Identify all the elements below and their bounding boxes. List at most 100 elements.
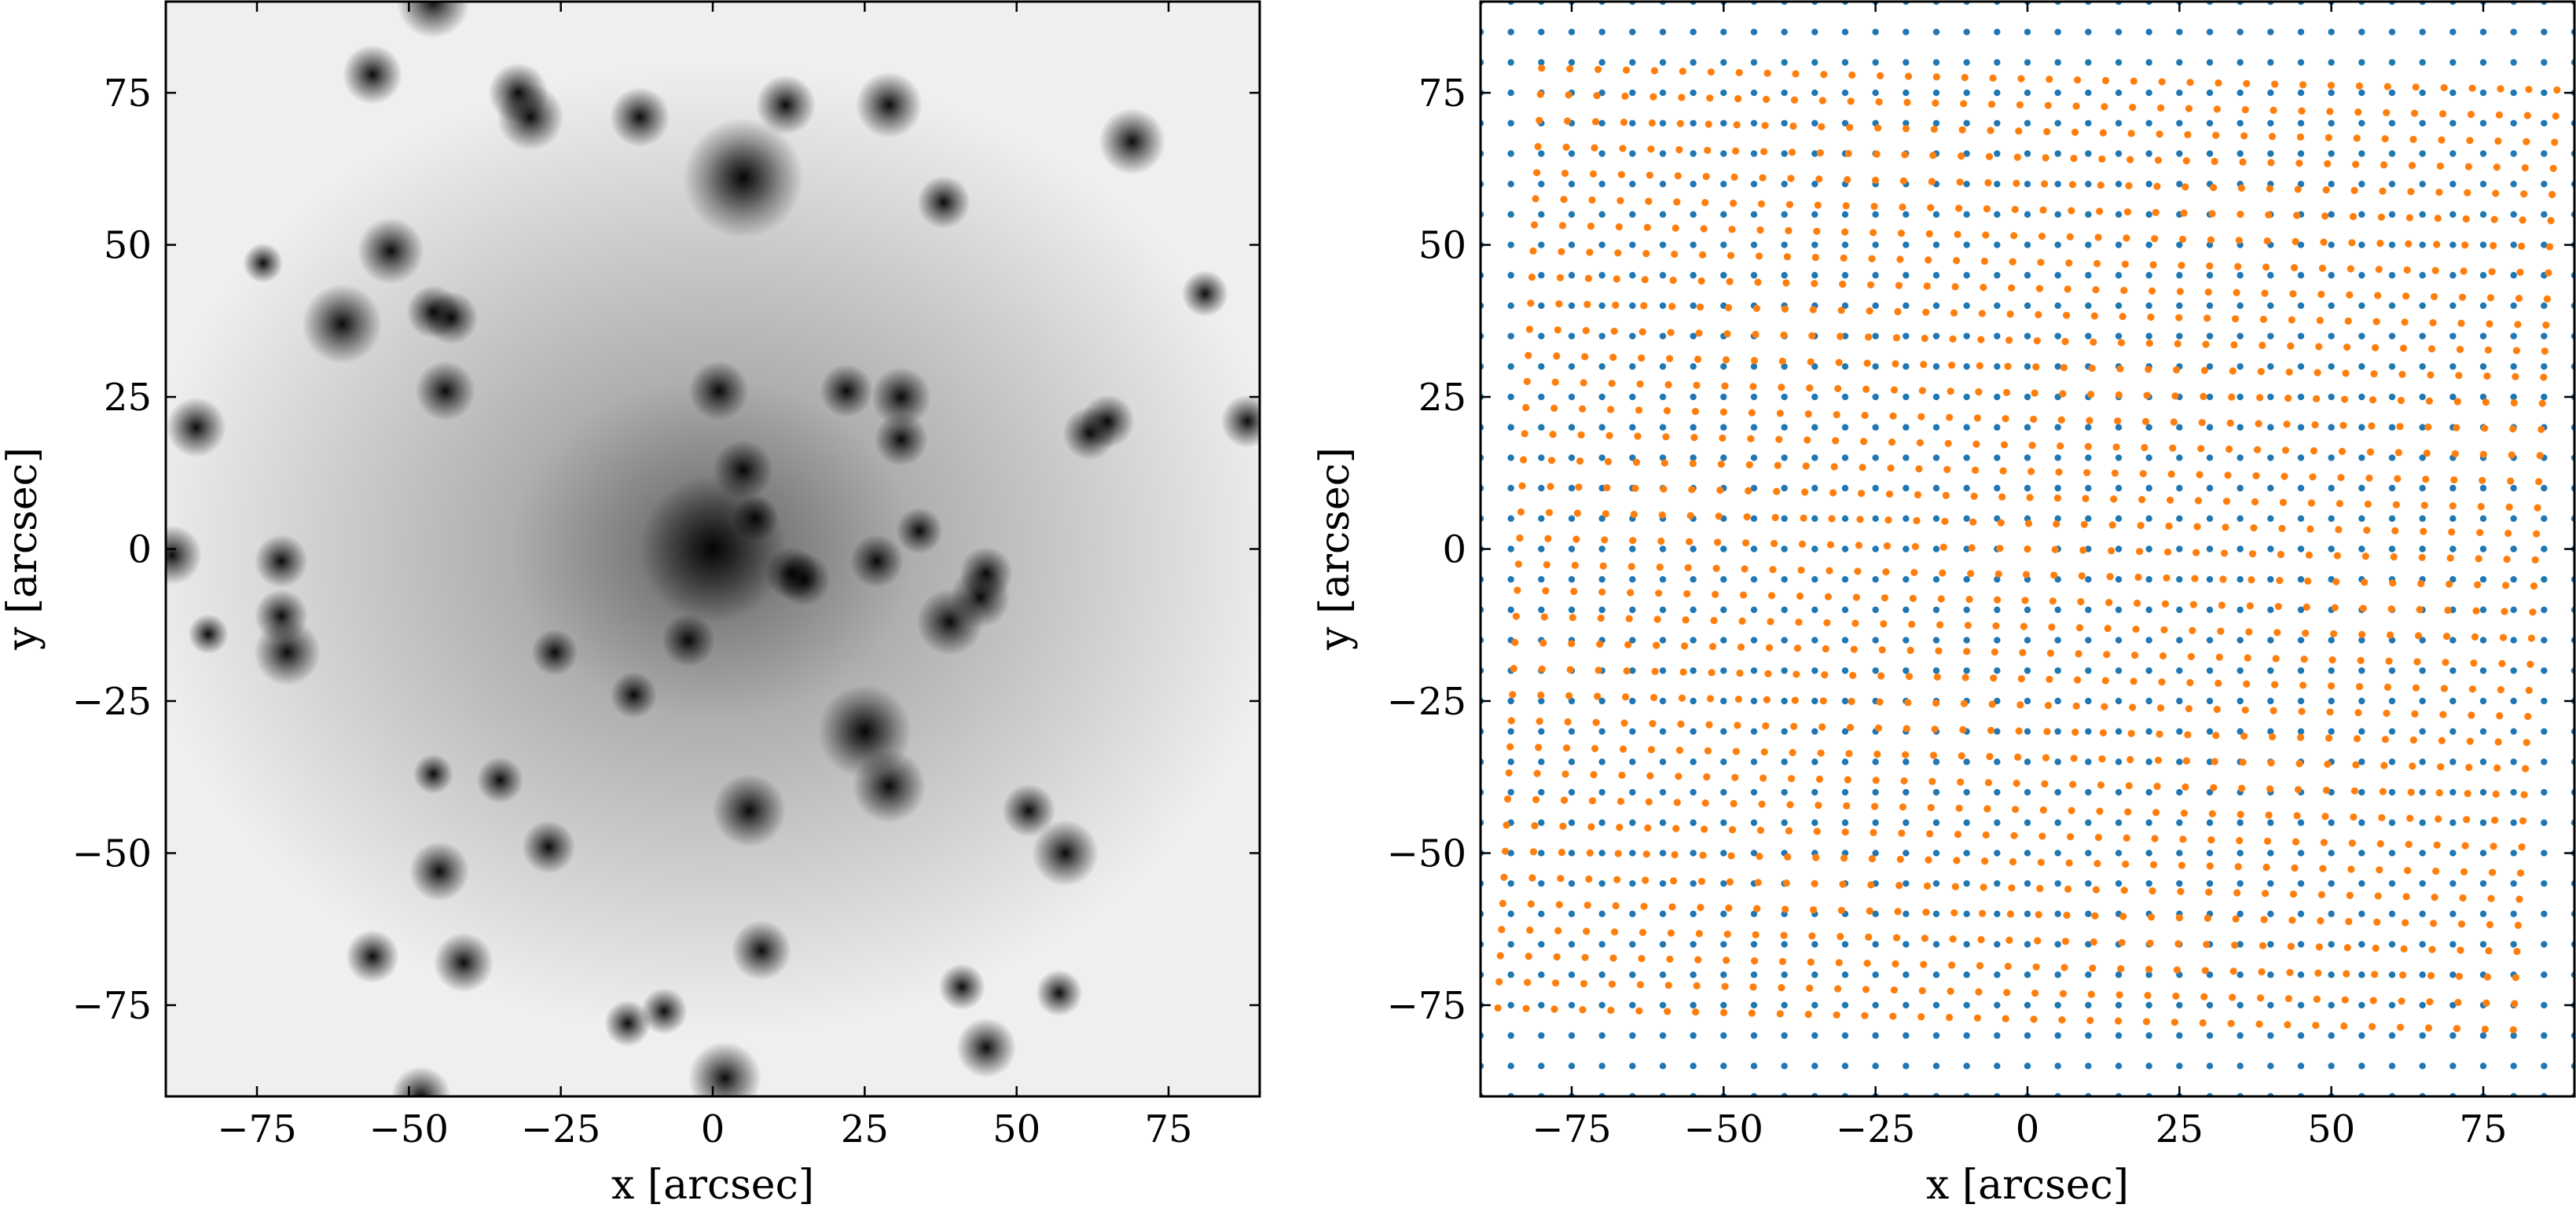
source-plane-point [1622, 693, 1630, 701]
image-plane-point [2267, 1001, 2274, 1009]
image-plane-point [2297, 89, 2305, 97]
image-plane-point [2328, 272, 2335, 279]
source-plane-point [2239, 158, 2247, 166]
image-plane-point [2510, 728, 2517, 735]
image-plane-point [1963, 758, 1970, 766]
image-plane-point [2085, 119, 2092, 127]
source-plane-point [2411, 710, 2419, 718]
source-plane-point [2492, 189, 2500, 197]
source-plane-point [1749, 983, 1757, 991]
source-plane-point [1790, 96, 1799, 104]
image-plane-point [1659, 879, 1667, 887]
source-plane-point [1612, 901, 1620, 910]
galaxy [166, 397, 226, 458]
source-plane-point [2372, 318, 2380, 325]
source-plane-point [2380, 762, 2388, 769]
image-plane-point [1903, 241, 1910, 248]
source-plane-point [2212, 131, 2220, 139]
source-plane-point [1649, 93, 1657, 101]
source-plane-point [1708, 669, 1715, 677]
image-plane-point [2206, 606, 2214, 614]
image-plane-point [2328, 180, 2335, 188]
image-plane-point [2419, 454, 2426, 461]
image-plane-point [2237, 637, 2244, 644]
image-plane-point [1568, 332, 1576, 340]
source-plane-point [2049, 597, 2057, 605]
image-plane-point [2541, 637, 2548, 644]
source-plane-point [2315, 343, 2323, 351]
image-plane-point [2358, 1063, 2365, 1070]
source-plane-point [2343, 343, 2351, 351]
source-plane-point [1735, 68, 1743, 76]
source-plane-point [2101, 76, 2110, 85]
image-plane-point [2085, 1063, 2092, 1070]
image-plane-point [1568, 484, 1576, 492]
image-plane-point [1994, 119, 2001, 127]
source-plane-point [2402, 919, 2409, 927]
source-plane-point [2078, 572, 2086, 580]
image-plane-point [2054, 850, 2061, 857]
image-plane-point [2206, 971, 2214, 979]
source-plane-point [1547, 483, 1554, 490]
source-plane-point [2072, 102, 2080, 110]
source-plane-point [1913, 516, 1921, 525]
image-plane-point [2237, 910, 2244, 918]
image-plane-point [1507, 272, 1514, 279]
source-plane-point [2060, 964, 2068, 971]
image-plane-point [1507, 302, 1514, 310]
image-plane-point [1811, 28, 1818, 35]
source-plane-point [1976, 962, 1984, 970]
image-plane-point [1963, 332, 1970, 340]
image-plane-point [2328, 150, 2335, 157]
image-plane-point [2419, 910, 2426, 918]
source-plane-point [1516, 534, 1524, 542]
image-plane-point [1750, 910, 1758, 918]
source-plane-point [2321, 212, 2329, 220]
source-plane-point [1952, 256, 1961, 265]
source-plane-point [2075, 650, 2082, 658]
image-plane-point [1872, 758, 1879, 766]
image-plane-point [1750, 241, 1758, 248]
image-plane-point [1720, 606, 1727, 614]
image-plane-point [1659, 150, 1667, 157]
image-plane-point [1963, 454, 1970, 461]
source-plane-point [1573, 509, 1581, 517]
image-plane-point [2419, 879, 2426, 887]
left-axes-frame [164, 0, 1261, 1098]
source-plane-point [1967, 570, 1975, 578]
image-plane-point [2267, 545, 2274, 553]
source-plane-point [1811, 253, 1819, 262]
source-plane-point [2208, 810, 2216, 818]
image-plane-point [2085, 424, 2092, 431]
source-plane-point [1609, 954, 1617, 962]
image-plane-point [2419, 302, 2426, 310]
source-plane-point [1903, 98, 1911, 106]
source-plane-point [1719, 408, 1728, 416]
source-plane-point [1579, 1006, 1587, 1014]
image-plane-point [1538, 971, 1545, 979]
source-plane-point [2381, 736, 2389, 744]
source-plane-point [2342, 369, 2350, 377]
source-plane-point [2436, 162, 2445, 170]
source-plane-point [1950, 909, 1958, 917]
source-plane-point [2019, 648, 2027, 656]
galaxy [896, 507, 943, 555]
image-plane-point [1994, 150, 2001, 157]
source-plane-point [2253, 446, 2262, 453]
image-plane-point [2145, 819, 2152, 826]
source-plane-point [1758, 800, 1766, 808]
source-plane-point [2104, 625, 2112, 633]
source-plane-point [1877, 672, 1885, 680]
image-plane-point [1932, 119, 1940, 127]
image-plane-point [2358, 302, 2365, 310]
source-plane-point [2182, 757, 2191, 765]
source-plane-point [2377, 213, 2386, 221]
source-plane-point [2365, 474, 2373, 482]
image-plane-point [1659, 1063, 1667, 1070]
source-plane-point [2061, 337, 2069, 346]
source-plane-point [2486, 920, 2494, 929]
source-plane-point [2391, 527, 2399, 534]
source-plane-point [2457, 946, 2464, 954]
image-plane-point [1568, 363, 1576, 370]
source-plane-point [1671, 224, 1679, 232]
